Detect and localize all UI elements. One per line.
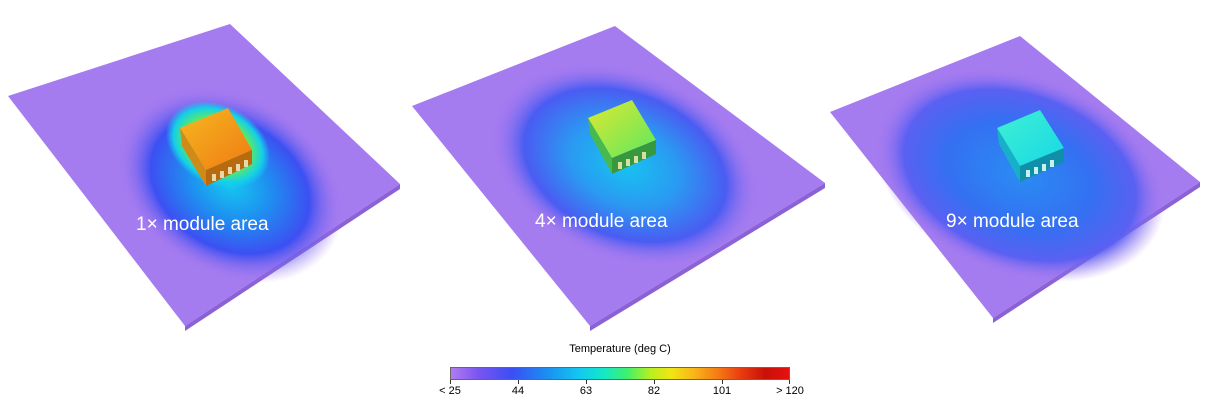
- scale-tick-mark: [789, 380, 790, 384]
- panel-1x-module-area: 1× module area: [8, 24, 400, 331]
- panel-9x-module-area: 9× module area: [830, 36, 1200, 323]
- panel-label: 9× module area: [946, 211, 1079, 232]
- scale-tick-mark: [450, 380, 451, 384]
- scale-tick-mark: [518, 380, 519, 384]
- scale-tick-mark: [654, 380, 655, 384]
- scale-tick-label: 82: [647, 385, 661, 397]
- scale-tick-label: > 120: [776, 385, 804, 397]
- color-scale-bar: [450, 367, 790, 380]
- scale-tick-label: < 25: [439, 385, 461, 397]
- panel-4x-module-area: 4× module area: [412, 26, 825, 331]
- legend-title: Temperature (deg C): [569, 343, 671, 355]
- panel-label: 1× module area: [136, 214, 269, 235]
- chip-module: [180, 108, 252, 186]
- scale-tick-mark: [722, 380, 723, 384]
- scale-tick-label: 44: [511, 385, 525, 397]
- scale-tick-label: 101: [712, 385, 732, 397]
- chip-module: [997, 110, 1064, 182]
- scale-tick-label: 63: [579, 385, 593, 397]
- scale-tick-mark: [586, 380, 587, 384]
- panel-label: 4× module area: [535, 211, 668, 232]
- chip-module: [588, 100, 656, 174]
